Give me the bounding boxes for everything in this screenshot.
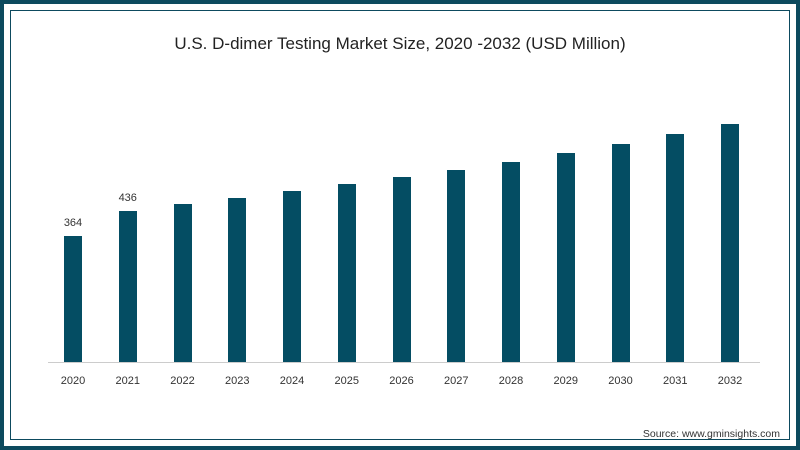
x-tick-label: 2022 — [170, 375, 195, 387]
bar-2030 — [611, 143, 630, 362]
x-axis-line — [48, 362, 760, 363]
bar-2020 — [64, 236, 82, 362]
bar-2031 — [666, 133, 685, 362]
x-tick-label: 2021 — [115, 375, 140, 387]
bar-2021 — [118, 211, 137, 362]
x-tick-label: 2032 — [717, 375, 743, 387]
bar-2027 — [447, 169, 466, 362]
chart-inner-border — [10, 10, 790, 440]
x-tick-label: 2025 — [334, 375, 359, 387]
data-label: 436 — [118, 192, 137, 205]
bar-2024 — [283, 191, 301, 362]
bar-2028 — [502, 161, 520, 362]
bar-2032 — [721, 123, 739, 362]
x-tick-label: 2030 — [608, 375, 633, 387]
x-tick-label: 2031 — [663, 375, 688, 387]
x-tick-label: 2020 — [60, 375, 86, 387]
source-note: Source: www.gminsights.com — [642, 428, 780, 440]
bar-2022 — [173, 204, 192, 362]
x-tick-label: 2023 — [225, 375, 250, 387]
bar-2025 — [337, 184, 356, 362]
bar-2029 — [556, 152, 575, 362]
bar-2026 — [392, 176, 411, 362]
data-label: 364 — [63, 217, 83, 229]
x-tick-label: 2027 — [444, 375, 469, 387]
chart-title: U.S. D-dimer Testing Market Size, 2020 -… — [174, 34, 626, 53]
x-tick-label: 2028 — [498, 375, 524, 387]
x-tick-label: 2026 — [389, 375, 414, 387]
x-tick-label: 2024 — [279, 375, 305, 387]
x-tick-label: 2029 — [553, 375, 578, 387]
bar-2023 — [228, 197, 247, 362]
